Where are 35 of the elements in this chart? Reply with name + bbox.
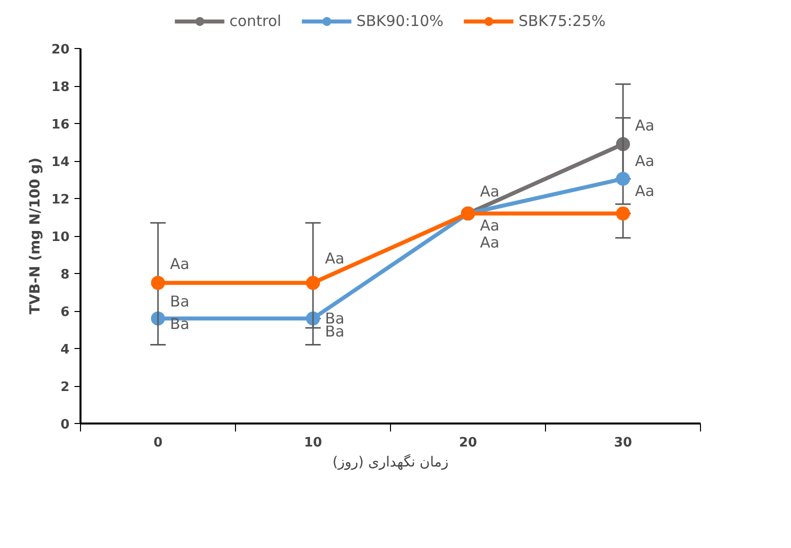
- y-tick-label: 12: [51, 192, 70, 208]
- annotation: Aa: [635, 182, 654, 200]
- y-tick-label: 18: [51, 80, 70, 95]
- legend-label: control: [229, 12, 282, 30]
- annotation: Ba: [325, 322, 344, 341]
- point: [151, 276, 165, 290]
- y-tick-label: 2: [60, 380, 70, 395]
- annotation: Aa: [480, 182, 500, 200]
- x-axis-title: زمان نگهداری (روز): [332, 454, 448, 470]
- y-tick-label: 16: [51, 118, 70, 132]
- annotation: Aa: [480, 234, 500, 252]
- y-axis-title: TVB-N (mg N/100 g): [27, 158, 44, 314]
- y-tick-label: 20: [51, 42, 70, 58]
- x-tick-label: 10: [304, 436, 322, 450]
- annotation: Ba: [170, 315, 190, 334]
- legend-label: SBK90:10%: [356, 12, 444, 30]
- annotation: Aa: [635, 116, 654, 134]
- annotation: Aa: [170, 255, 190, 274]
- point: [306, 276, 320, 290]
- y-tick-label: 4: [60, 342, 70, 358]
- point: [616, 206, 630, 220]
- y-tick-label: 8: [60, 268, 70, 282]
- y-tick-label: 10: [51, 230, 70, 245]
- annotation: Aa: [635, 152, 654, 170]
- annotation: Aa: [480, 216, 500, 234]
- y-tick-label: 0: [60, 418, 70, 432]
- legend-label: SBK75:25%: [518, 12, 606, 30]
- y-tick-label: 14: [51, 155, 70, 170]
- x-tick-label: 30: [614, 436, 632, 450]
- point: [616, 172, 630, 186]
- x-tick-label: 20: [458, 436, 478, 450]
- y-tick-label: 6: [60, 305, 70, 320]
- x-tick-label: 0: [153, 436, 163, 450]
- annotation: Aa: [325, 250, 344, 268]
- annotation: Ba: [170, 292, 190, 311]
